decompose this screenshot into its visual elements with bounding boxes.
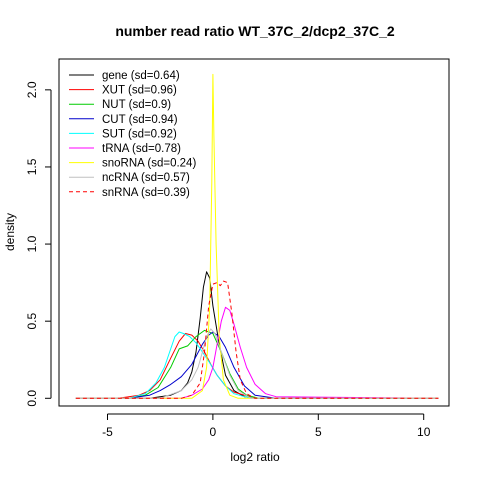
legend-label: SUT (sd=0.92)	[102, 128, 177, 140]
legend-label: CUT (sd=0.94)	[102, 114, 178, 126]
y-tick-label: 1.5	[25, 158, 39, 175]
series-line-6	[75, 73, 439, 399]
chart-title: number read ratio WT_37C_2/dcp2_37C_2	[115, 23, 395, 39]
plot-frame	[58, 58, 450, 407]
legend-label: NUT (sd=0.9)	[102, 99, 171, 111]
x-tick-label: 0	[210, 425, 217, 439]
series-line-1	[75, 333, 439, 399]
legend-label: ncRNA (sd=0.57)	[102, 172, 190, 184]
y-axis-label: density	[3, 213, 17, 251]
series-line-7	[75, 328, 439, 399]
legend-label: tRNA (sd=0.78)	[102, 143, 181, 155]
y-tick-label: 0.0	[25, 390, 39, 407]
y-tick-label: 0.5	[25, 313, 39, 330]
x-tick-label: -5	[102, 425, 113, 439]
legend-label: gene (sd=0.64)	[102, 70, 180, 82]
y-tick-label: 1.0	[25, 235, 39, 252]
x-axis: -5 0 5 10	[102, 413, 431, 439]
x-axis-label: log2 ratio	[230, 450, 280, 464]
series-line-4	[75, 331, 439, 399]
series-line-2	[75, 329, 439, 399]
series-layer	[75, 73, 439, 399]
legend-label: snoRNA (sd=0.24)	[102, 158, 196, 170]
legend-label: snRNA (sd=0.39)	[102, 187, 190, 199]
x-tick-label: 5	[315, 425, 322, 439]
legend-label: XUT (sd=0.96)	[102, 85, 177, 97]
legend: gene (sd=0.64) XUT (sd=0.96) NUT (sd=0.9) C…	[69, 70, 196, 199]
x-tick-label: 10	[417, 425, 431, 439]
series-line-5	[75, 306, 439, 399]
series-line-8	[75, 280, 439, 399]
y-tick-label: 2.0	[25, 81, 39, 98]
y-axis: 0.0 0.5 1.0 1.5 2.0	[25, 81, 52, 407]
